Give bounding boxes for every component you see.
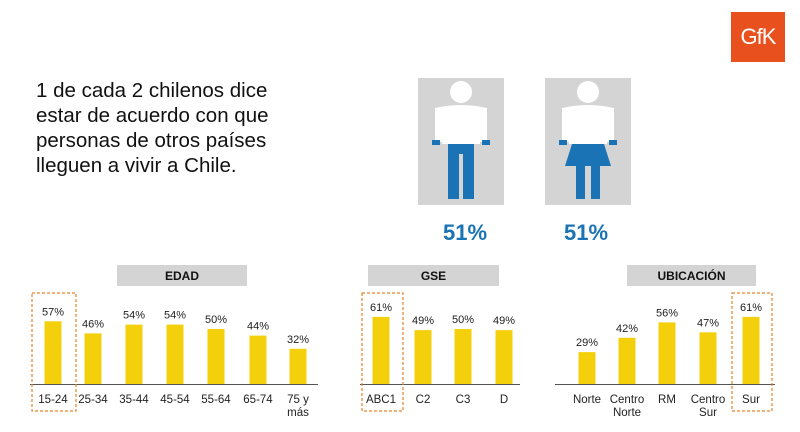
group-header-title: EDAD: [165, 269, 199, 283]
group-header-box: [627, 265, 756, 286]
bar: [658, 322, 676, 384]
category-label: 15-24: [38, 394, 68, 406]
bar-value-label: 54%: [123, 310, 145, 322]
bar: [372, 316, 390, 384]
category-label: Sur: [742, 394, 760, 406]
bar-value-label: 49%: [412, 315, 434, 327]
bar: [84, 333, 102, 384]
bar-value-label: 61%: [370, 302, 392, 314]
category-label: Centro: [691, 394, 726, 406]
category-label: C3: [456, 394, 471, 406]
category-label: D: [500, 394, 508, 406]
bar-value-label: 61%: [740, 302, 762, 314]
bar-value-label: 56%: [656, 307, 678, 319]
bar: [125, 324, 143, 384]
bar: [495, 330, 513, 384]
category-label: 55-64: [201, 394, 231, 406]
category-label: 45-54: [160, 394, 190, 406]
bar-value-label: 54%: [164, 310, 186, 322]
bar: [44, 321, 62, 384]
highlight-box: [731, 292, 773, 412]
bar-value-label: 49%: [493, 315, 515, 327]
bar: [618, 337, 636, 384]
headline-text: 1 de cada 2 chilenos dice estar de acuer…: [36, 79, 269, 177]
group-header-title: GSE: [421, 269, 446, 283]
category-label: 35-44: [119, 394, 149, 406]
category-label: 75 y: [287, 394, 309, 406]
bar: [289, 348, 307, 384]
bar: [166, 324, 184, 384]
category-label: más: [287, 407, 309, 419]
highlight-box: [361, 292, 404, 412]
bar: [414, 330, 432, 384]
category-label: 25-34: [78, 394, 108, 406]
bar-value-label: 46%: [82, 318, 104, 330]
group-header-title: UBICACIÓN: [658, 268, 726, 283]
category-label: C2: [416, 394, 431, 406]
male-card: [418, 78, 504, 205]
category-label: Norte: [573, 394, 601, 406]
male-percentage: 51%: [442, 220, 488, 245]
bar: [699, 332, 717, 384]
group-header-box: [368, 265, 499, 286]
bar-value-label: 29%: [576, 337, 598, 349]
segment-bar-charts: EDAD 57% 15-24 46% 25-34 54% 35-44 54% 45-54 50% 5…: [30, 265, 775, 419]
bar-value-label: 57%: [42, 306, 64, 318]
woman-icon: [559, 81, 617, 199]
man-icon: [432, 81, 490, 199]
bar-value-label: 32%: [287, 334, 309, 346]
category-label: ABC1: [366, 394, 396, 406]
category-label: RM: [658, 394, 676, 406]
female-card: [545, 78, 631, 205]
highlight-box: [31, 292, 77, 412]
bar: [454, 329, 472, 384]
bar-value-label: 44%: [247, 321, 269, 333]
category-label: Norte: [613, 407, 641, 419]
gfk-logo: GfK: [731, 12, 785, 62]
category-label: Sur: [699, 407, 717, 419]
group-header-box: [117, 265, 247, 286]
bar: [742, 316, 760, 384]
bar: [249, 335, 267, 384]
bar: [578, 352, 596, 384]
bar-value-label: 50%: [205, 314, 227, 326]
bar-value-label: 50%: [452, 314, 474, 326]
bar-value-label: 47%: [697, 317, 719, 329]
bar-value-label: 42%: [616, 323, 638, 335]
bar: [207, 329, 225, 384]
female-percentage: 51%: [563, 220, 609, 245]
category-label: Centro: [610, 394, 645, 406]
category-label: 65-74: [243, 394, 273, 406]
